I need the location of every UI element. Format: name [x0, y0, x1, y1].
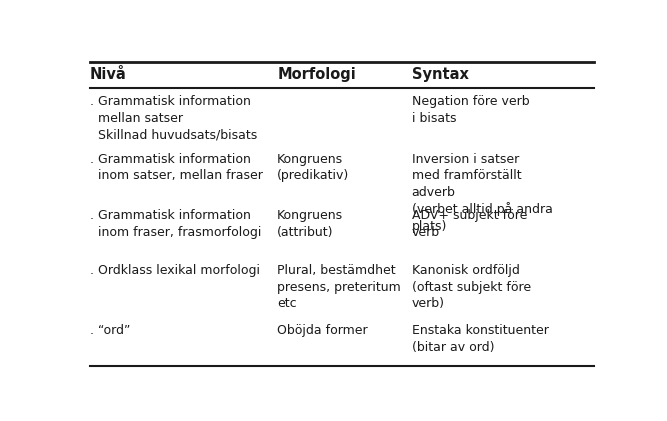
Text: Kanonisk ordföljd
(oftast subjekt före
verb): Kanonisk ordföljd (oftast subjekt före v… [412, 264, 531, 310]
Text: . Grammatisk information
  mellan satser
  Skillnad huvudsats/bisats: . Grammatisk information mellan satser S… [89, 95, 257, 141]
Text: ADV+ subjekt före
verb: ADV+ subjekt före verb [412, 209, 527, 239]
Text: . Grammatisk information
  inom fraser, frasmorfologi: . Grammatisk information inom fraser, fr… [89, 209, 261, 239]
Text: Enstaka konstituenter
(bitar av ord): Enstaka konstituenter (bitar av ord) [412, 325, 548, 354]
Text: Kongruens
(predikativ): Kongruens (predikativ) [277, 153, 350, 182]
Text: Negation före verb
i bisats: Negation före verb i bisats [412, 95, 529, 125]
Text: Syntax: Syntax [412, 67, 468, 83]
Text: . Grammatisk information
  inom satser, mellan fraser: . Grammatisk information inom satser, me… [89, 153, 262, 182]
Text: Oböjda former: Oböjda former [277, 325, 368, 338]
Text: Nivå: Nivå [89, 67, 126, 83]
Text: . “ord”: . “ord” [89, 325, 130, 338]
Text: Inversion i satser
med framförställt
adverb
(verbet alltid på andra
plats): Inversion i satser med framförställt adv… [412, 153, 552, 233]
Text: Plural, bestämdhet
presens, preteritum
etc: Plural, bestämdhet presens, preteritum e… [277, 264, 401, 310]
Text: . Ordklass lexikal morfologi: . Ordklass lexikal morfologi [89, 264, 259, 277]
Text: Morfologi: Morfologi [277, 67, 356, 83]
Text: Kongruens
(attribut): Kongruens (attribut) [277, 209, 344, 239]
